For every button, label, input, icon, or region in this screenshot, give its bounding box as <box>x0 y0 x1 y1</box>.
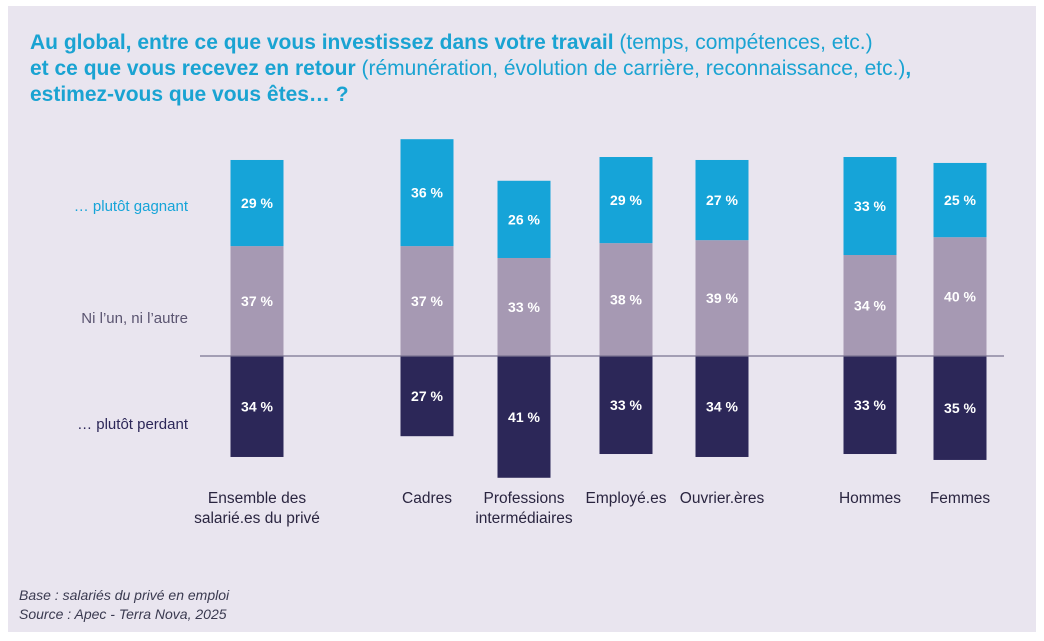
data-label-neutre: 33 % <box>508 299 540 315</box>
bar-gagnant <box>497 180 551 258</box>
bar-neutre <box>933 237 987 356</box>
category-label: Professions <box>484 490 565 507</box>
data-label-gagnant: 29 % <box>610 192 642 208</box>
data-label-perdant: 27 % <box>411 388 443 404</box>
title-line2-bold: et ce que vous recevez en retour <box>30 57 356 80</box>
category-label: salarié.es du privé <box>194 510 320 527</box>
title-line2-end: , <box>905 57 912 80</box>
data-label-neutre: 38 % <box>610 292 642 308</box>
data-label-neutre: 39 % <box>706 290 738 306</box>
bar-perdant <box>695 356 749 457</box>
bar-neutre <box>599 243 653 356</box>
title-line2-normal: (rémunération, évolution de carrière, re… <box>355 57 906 80</box>
data-label-gagnant: 33 % <box>854 198 886 214</box>
category-label: Ensemble des <box>208 490 306 507</box>
bar-neutre <box>695 240 749 356</box>
data-label-gagnant: 29 % <box>241 195 273 211</box>
bar-perdant <box>497 356 551 478</box>
data-label-neutre: 34 % <box>854 298 886 314</box>
data-label-perdant: 33 % <box>854 397 886 413</box>
title-line1-normal: (temps, compétences, etc.) <box>613 31 873 54</box>
row-label-perdant: … plutôt perdant <box>77 416 189 433</box>
bar-gagnant <box>695 159 749 241</box>
category-label: Hommes <box>839 490 901 507</box>
source-line: Source : Apec - Terra Nova, 2025 <box>19 606 227 622</box>
data-label-gagnant: 27 % <box>706 192 738 208</box>
source-note: Base : salariés du privé en emploi Sourc… <box>19 586 229 624</box>
data-label-gagnant: 25 % <box>944 192 976 208</box>
row-label-gagnant: … plutôt gagnant <box>74 198 189 215</box>
bar-gagnant <box>230 159 284 247</box>
bar-perdant <box>230 356 284 457</box>
bar-gagnant <box>933 162 987 238</box>
bar-gagnant <box>843 157 897 256</box>
row-label-neutre: Ni l’un, ni l’autre <box>81 310 188 327</box>
category-label: Cadres <box>402 490 452 507</box>
bar-perdant <box>843 356 897 455</box>
category-label: Femmes <box>930 490 991 507</box>
category-label: Ouvrier.ères <box>680 490 765 507</box>
base-note: Base : salariés du privé en emploi <box>19 587 230 603</box>
bar-neutre <box>843 255 897 356</box>
data-label-gagnant: 26 % <box>508 211 540 227</box>
data-label-neutre: 37 % <box>411 293 443 309</box>
bar-gagnant <box>400 139 454 247</box>
data-label-gagnant: 36 % <box>411 185 443 201</box>
data-label-neutre: 40 % <box>944 289 976 305</box>
title-line3-bold: estimez-vous que vous êtes… ? <box>30 83 349 106</box>
bar-neutre <box>400 246 454 356</box>
bar-perdant <box>400 356 454 437</box>
data-label-perdant: 41 % <box>508 409 540 425</box>
chart-title: Au global, entre ce que vous investissez… <box>30 30 1020 108</box>
data-label-perdant: 35 % <box>944 400 976 416</box>
category-label: intermédiaires <box>475 510 573 527</box>
bar-gagnant <box>599 157 653 244</box>
category-label: Employé.es <box>586 490 667 507</box>
data-label-perdant: 34 % <box>706 398 738 414</box>
data-label-perdant: 34 % <box>241 398 273 414</box>
bar-neutre <box>497 257 551 356</box>
bar-neutre <box>230 246 284 356</box>
title-line1-bold: Au global, entre ce que vous investissez… <box>30 31 614 54</box>
bar-perdant <box>933 356 987 460</box>
bar-perdant <box>599 356 653 455</box>
data-label-perdant: 33 % <box>610 397 642 413</box>
data-label-neutre: 37 % <box>241 293 273 309</box>
